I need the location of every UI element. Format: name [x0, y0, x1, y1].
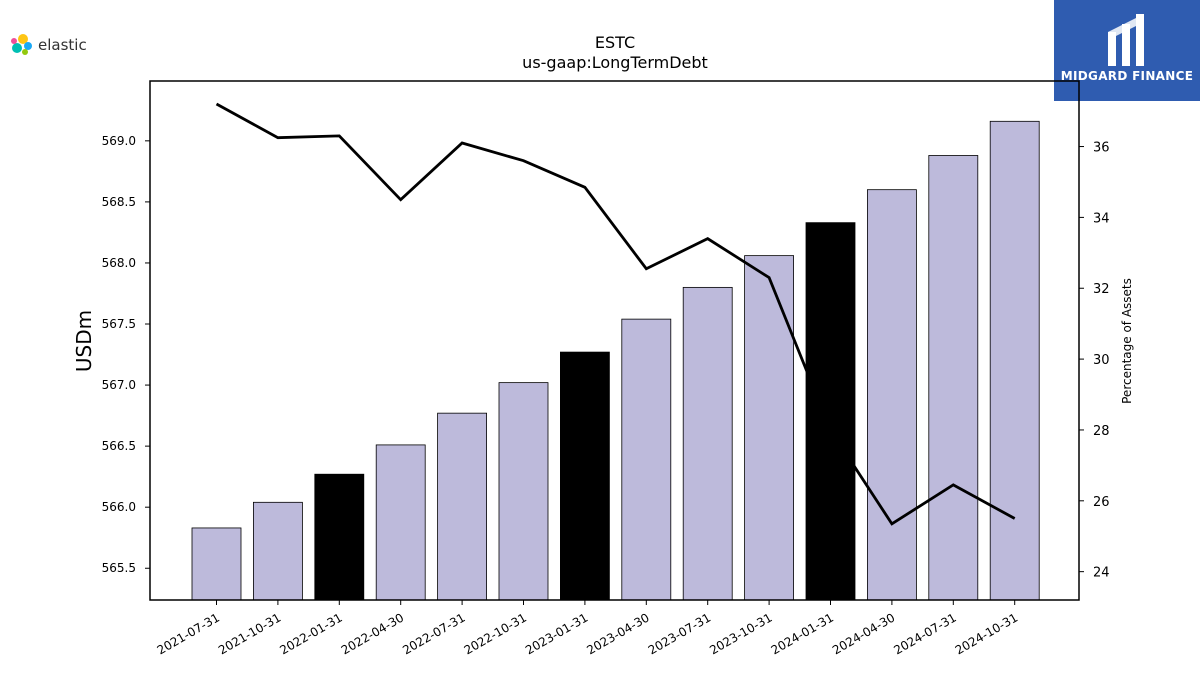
y2-tick-label: 34 — [1093, 211, 1110, 226]
bar-series — [191, 120, 1040, 601]
y-tick-label: 567.0 — [102, 378, 136, 392]
elastic-logo-text: elastic — [38, 36, 87, 54]
y-tick-label: 565.5 — [102, 561, 136, 575]
bar-2022-07-31 — [437, 412, 488, 601]
midgard-logo: MIDGARD FINANCE — [1054, 0, 1200, 101]
y-tick-label: 566.0 — [102, 500, 136, 514]
x-tick-label: 2024-01-31 — [769, 610, 836, 657]
chart-subtitle: us-gaap:LongTermDebt — [522, 53, 708, 72]
x-tick-label: 2022-04-30 — [339, 610, 406, 657]
y-tick-label: 569.0 — [102, 134, 136, 148]
bar-2024-10-31 — [989, 120, 1040, 601]
y-axis-ticks: 565.5 566.0 566.5 567.0 567.5 568.0 568.5 569.0 — [102, 134, 150, 575]
x-tick-label: 2024-07-31 — [891, 610, 958, 657]
x-tick-label: 2024-10-31 — [953, 610, 1020, 657]
y2-axis-ticks: 24 26 28 30 32 34 36 — [1079, 141, 1110, 581]
x-tick-label: 2023-04-30 — [584, 610, 651, 657]
elastic-logo-icon — [11, 34, 32, 55]
y2-tick-label: 24 — [1093, 566, 1110, 581]
chart-title: ESTC — [595, 33, 635, 52]
bar-2022-10-31 — [498, 382, 549, 601]
x-tick-label: 2023-10-31 — [707, 610, 774, 657]
x-tick-label: 2024-04-30 — [830, 610, 897, 657]
y2-tick-label: 26 — [1093, 495, 1110, 510]
x-tick-label: 2022-01-31 — [277, 610, 344, 657]
y-tick-label: 566.5 — [102, 439, 136, 453]
x-tick-label: 2022-07-31 — [400, 610, 467, 657]
x-tick-label: 2021-07-31 — [155, 610, 222, 657]
x-tick-label: 2023-01-31 — [523, 610, 590, 657]
bar-2022-04-30 — [375, 444, 426, 601]
bar-2024-07-31 — [928, 155, 979, 601]
midgard-logo-icon — [1108, 14, 1144, 66]
y2-tick-label: 32 — [1093, 282, 1110, 297]
bar-2023-04-30 — [621, 318, 672, 601]
bar-2023-07-31 — [682, 286, 733, 601]
y2-tick-label: 30 — [1093, 353, 1110, 368]
y-tick-label: 568.0 — [102, 256, 136, 270]
bar-2024-01-31 — [805, 222, 856, 601]
y2-tick-label: 28 — [1093, 424, 1110, 439]
bar-2023-10-31 — [744, 255, 794, 601]
x-axis-ticks: 2021-07-312021-10-312022-01-312022-04-30… — [155, 600, 1020, 657]
bar-2023-01-31 — [560, 351, 610, 601]
bar-2024-04-30 — [867, 189, 917, 601]
bar-2022-01-31 — [314, 473, 365, 601]
x-tick-label: 2022-10-31 — [462, 610, 529, 657]
x-tick-label: 2021-10-31 — [216, 610, 283, 657]
line-series — [215, 102, 1016, 526]
y2-axis-label: Percentage of Assets — [1120, 278, 1134, 404]
y-tick-label: 568.5 — [102, 195, 136, 209]
bar-2021-10-31 — [252, 501, 303, 601]
y2-tick-label: 36 — [1093, 141, 1110, 156]
y-tick-label: 567.5 — [102, 317, 136, 331]
y-axis-label: USDm — [72, 310, 96, 372]
x-tick-label: 2023-07-31 — [646, 610, 713, 657]
elastic-logo: elastic — [8, 32, 87, 58]
line-percentage-of-assets — [215, 102, 1016, 526]
bar-2021-07-31 — [191, 527, 242, 601]
plot-frame — [149, 80, 1080, 601]
midgard-logo-text: MIDGARD FINANCE — [1060, 69, 1194, 83]
